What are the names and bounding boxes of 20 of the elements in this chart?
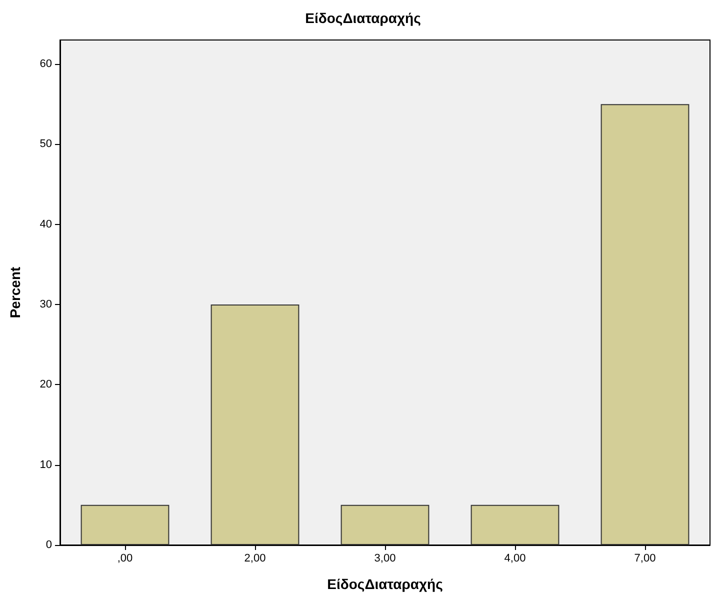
x-tick-label: ,00 — [117, 552, 133, 564]
y-axis-title: Percent — [7, 266, 23, 318]
x-tick-label: 4,00 — [504, 552, 526, 564]
bar — [80, 504, 170, 545]
y-tick-label: 10 — [40, 458, 52, 471]
y-tick-label: 0 — [46, 539, 52, 551]
y-tick-label: 50 — [40, 138, 52, 150]
bar — [210, 304, 300, 545]
bar — [470, 504, 560, 545]
y-tick-label: 20 — [40, 378, 52, 391]
bar — [340, 504, 430, 545]
chart-title: ΕίδοςΔιαταραχής — [305, 10, 421, 26]
x-tick-label: 7,00 — [634, 552, 656, 564]
x-tick-label: 2,00 — [244, 552, 266, 564]
x-axis-title: ΕίδοςΔιαταραχής — [327, 576, 443, 592]
bar — [600, 104, 690, 545]
y-tick-label: 60 — [40, 58, 52, 70]
y-tick-label: 30 — [40, 298, 52, 311]
x-tick-label: 3,00 — [374, 552, 396, 564]
y-tick-label: 40 — [40, 218, 52, 230]
